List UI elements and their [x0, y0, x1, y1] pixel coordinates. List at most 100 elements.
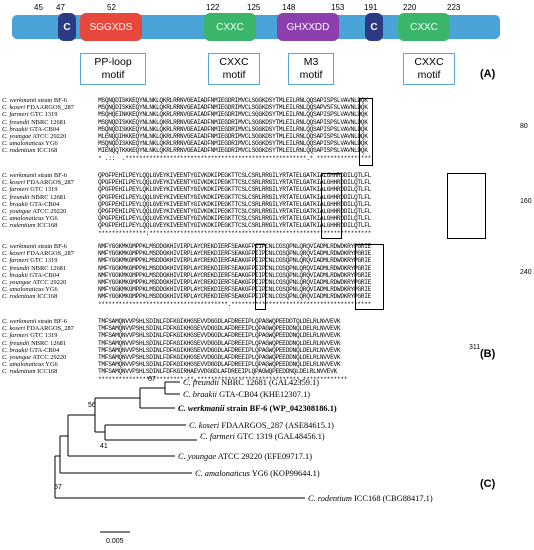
residue-position: 240 — [520, 269, 532, 276]
tree-leaf-label: C. koseri FDAARGOS_287 (ASE84615.1) — [189, 421, 334, 430]
tree-leaf-label: C. braakii GTA-CB04 (KHE12307.1) — [183, 390, 311, 399]
alignment-row: C. werkmanii strain BF-6 NMFYGGKMKGMPPKLM… — [2, 243, 371, 250]
species-name: C. youngae ATCC 29220 — [2, 207, 67, 215]
species-name: C. braakii GTA-CB04 — [2, 125, 60, 133]
alignment-row: C. werkmanii strain BF-6 TMFSAMQNVVPSHLSD… — [2, 318, 347, 325]
alignment-row: C. freundii NBRC 12681 TMFSAMQNVVPSHLSDIN… — [2, 340, 347, 347]
alignment-row: C. rodentium ICC168 MIENQQTKKKEQYNLNKLQKR… — [2, 147, 371, 154]
position-label: 45 — [34, 3, 43, 12]
sequence: NMFYGGKMKGMPPKLMSDDGKHIVIRPLAYCREKDIERFS… — [98, 271, 372, 279]
consensus-row: * .:: .*********************************… — [2, 155, 371, 162]
species-name: C. amalonaticus YG6 — [2, 361, 58, 369]
species-name: C. youngae ATCC 29220 — [2, 278, 67, 286]
alignment-row: C. braakii GTA-CB04 MSQNQDISKKEQYNLNKLQKR… — [2, 126, 371, 133]
motif-label: CXXC motif — [403, 53, 455, 85]
species-name: C. freundii NBRC 12681 — [2, 264, 67, 272]
bootstrap-value: 41 — [100, 443, 108, 450]
consensus: * .:: .*********************************… — [98, 154, 372, 162]
ghxxdd-domain: GHXXDD — [277, 13, 339, 41]
alignment-row: C. amalonaticus YG6 QPGFPEHILPEYLQQLGVEYK… — [2, 215, 371, 222]
sequence: NMFYGGKMKGMPPKLMSDDGKHIVIRPLAYCREKDIERFS… — [98, 243, 372, 250]
alignment-row: C. youngae ATCC 29220 TMFSAMQNVVPSHLSDINL… — [2, 354, 347, 361]
species-name: C. rodentium ICC168 — [2, 222, 58, 230]
species-name: C. rodentium ICC168 — [2, 368, 58, 376]
sequence: MSQNQDISKKEQYNLNKLQKRLRRNVGEAIADFNMIEGDR… — [98, 118, 368, 126]
cxxc-box — [321, 173, 342, 239]
alignment-block: C. werkmanii strain BF-6 TMFSAMQNVVPSHLSD… — [2, 318, 347, 383]
cxxc-domain: CXXC — [398, 13, 450, 41]
species-name: C. farmeri GTC 1319 — [2, 257, 58, 265]
tree-leaf-label: C. youngae ATCC 29220 (EFE09717.1) — [178, 452, 313, 461]
species-name: C. freundii NBRC 12681 — [2, 339, 67, 347]
species-name: C. rodentium ICC168 — [2, 293, 58, 301]
tree-leaf-label: C. farmeri GTC 1319 (GAL48456.1) — [200, 432, 325, 441]
species-name: C. koseri FDAARGOS_287 — [2, 104, 74, 112]
consensus: *************************:**.***********… — [98, 375, 348, 383]
species-name: C. youngae ATCC 29220 — [2, 353, 67, 361]
species-name: C. braakii GTA-CB04 — [2, 200, 60, 208]
species-name: C. farmeri GTC 1319 — [2, 186, 58, 194]
sequence: TMFSAMQNVVPSHLSDINLFDFKGIRHAEVVDGGDLAFDR… — [98, 368, 341, 376]
species-name: C. braakii GTA-CB04 — [2, 271, 60, 279]
sequence: QPGFPEHILPEYLQQLGVEYKIVEENTYGIVKDKIPEGKT… — [98, 200, 372, 208]
residue-position: 80 — [520, 123, 528, 130]
sequence: QPGFPEHILPEYLQKLGVEYKIVEENTYGIVKDKIPEGKT… — [98, 186, 372, 194]
alignment-row: C. braakii GTA-CB04 TMFSAMQNVVPSHLSDINLFD… — [2, 347, 347, 354]
species-name: C. koseri FDAARGOS_287 — [2, 179, 74, 187]
motif-label: M3 motif — [288, 53, 334, 85]
alignment-row: C. rodentium ICC168 QPGFPEHILPEYLQQLGVEYK… — [2, 222, 371, 229]
alignment-row: C. farmeri GTC 1319 QPGFPEHILPEYLQKLGVEYK… — [2, 186, 371, 193]
sequence: MSQNQDISKKEQYNLNKLQKRLRRNVGEAIADFNMIEGDR… — [98, 104, 368, 112]
sequence: TMFSAMQNVVPSHLSDINLFDFKGIKHGSEVVDGGDLAFD… — [98, 325, 341, 333]
species-name: C. koseri FDAARGOS_287 — [2, 250, 74, 258]
alignment-row: C. farmeri GTC 1319 MSQHQEINKKEQYNLNKLQKR… — [2, 111, 371, 118]
alignment-row: C. amalonaticus YG6 TMFSAMQNVVPSHLSDINLFD… — [2, 361, 347, 368]
species-name: C. werkmanii strain BF-6 — [2, 318, 67, 325]
alignment-row: C. koseri FDAARGOS_287 NMFYGGKMKGMPPKLMSD… — [2, 250, 371, 257]
species-name: C. youngae ATCC 29220 — [2, 132, 67, 140]
cxxc-domain: CXXC — [204, 13, 256, 41]
consensus-row: *************************:**.***********… — [2, 376, 347, 383]
position-label: 52 — [107, 3, 116, 12]
domain-diagram: 45 47 52 122 125 148 153 191 220 223 C S… — [0, 0, 534, 92]
residue-position: 311 — [469, 344, 481, 351]
sequence: NMFYGGKMKGMPPKLMSDDGKHIVIRPLAYCREKDIERFS… — [98, 278, 372, 286]
consensus: **************************************.*… — [98, 300, 372, 308]
alignment-row: C. freundii NBRC 12681 MSQNQDISKKEQYNLNKL… — [2, 119, 371, 126]
phylogenetic-tree — [54, 381, 305, 533]
position-label: 47 — [56, 3, 65, 12]
consensus-row: **************************************.*… — [2, 301, 371, 308]
position-label: 223 — [447, 3, 461, 12]
sequence: QPGFPEHILPEYLQQLGVEYKIVEENTYGIVKDKIPEGKT… — [98, 215, 372, 223]
alignment-row: C. braakii GTA-CB04 QPGFPEHILPEYLQQLGVEYK… — [2, 201, 371, 208]
species-name: C. amalonaticus YG6 — [2, 140, 58, 148]
alignment-row: C. youngae ATCC 29220 QPGFPEHILPEYLQQLGVE… — [2, 208, 371, 215]
alignment-row: C. koseri FDAARGOS_287 QPGFPEHILPEYLQQLGV… — [2, 179, 371, 186]
alignment-row: C. farmeri GTC 1319 TMFSAMQNVVPSHLSDINLFD… — [2, 332, 347, 339]
species-name: C. rodentium ICC168 — [2, 147, 58, 155]
sequence: MSQNQDISKKEQYNLNKLQKRLRRNVGEAIADFNMIEGDR… — [98, 97, 368, 104]
species-name: C. farmeri GTC 1319 — [2, 332, 58, 340]
position-label: 122 — [206, 3, 220, 12]
alignment-row: C. amalonaticus YG6 NMFYGGKMKGMPPKLMSDDGK… — [2, 286, 371, 293]
cysteine-domain: C — [365, 13, 383, 41]
sequence: NMFYGGKMKGMPPKLMSDDGKHIVIRPLAYCREKDIERFS… — [98, 264, 372, 272]
panel-c-label: (C) — [480, 478, 496, 490]
sequence: NMFYGGKMKGMPPKLMSDDGKHIVIRPLAYCREKDIERFS… — [98, 250, 372, 258]
sequence: QPGFPEHILPEYLQQLGVEYKIVEENTYGIVKDKIPEGKT… — [98, 193, 372, 201]
tree-leaf-label: C. freundii NBRC 12681 (GAL42359.1) — [183, 378, 320, 387]
alignment-block: C. werkmanii strain BF-6 MSQNQDISKKEQYNLN… — [2, 97, 371, 162]
sequence: NMFYGGKMKGMPPKLMSDDGKHIVIRPLAYCREKDIERFS… — [98, 293, 372, 301]
sequence: TMFSAMQNVVPSHLSDINLFDFKGIKHGSEVVDGGDLAFD… — [98, 361, 341, 369]
species-name: C. amalonaticus YG6 — [2, 286, 58, 294]
sequence: MSQHQEINKKEQYNLNKLQKRLRRNVGEAIADFNMIEGDR… — [98, 111, 368, 119]
alignment-row: C. rodentium ICC168 TMFSAMQNVVPSHLSDINLFD… — [2, 368, 347, 375]
alignment-row: C. werkmanii strain BF-6 MSQNQDISKKEQYNLN… — [2, 97, 371, 104]
residue-position: 160 — [520, 198, 532, 205]
bootstrap-value: 57 — [54, 484, 62, 491]
species-name: C. freundii NBRC 12681 — [2, 118, 67, 126]
tree-leaf-label: C. amalonaticus YG6 (KOP99644.1) — [195, 469, 320, 478]
species-name: C. werkmanii strain BF-6 — [2, 243, 67, 250]
alignment-row: C. farmeri GTC 1319 NMFYGGKMKGMPPKLMSDDGK… — [2, 257, 371, 264]
alignment-block: C. werkmanii strain BF-6 QPGFPEHILPEYLQQL… — [2, 172, 371, 237]
